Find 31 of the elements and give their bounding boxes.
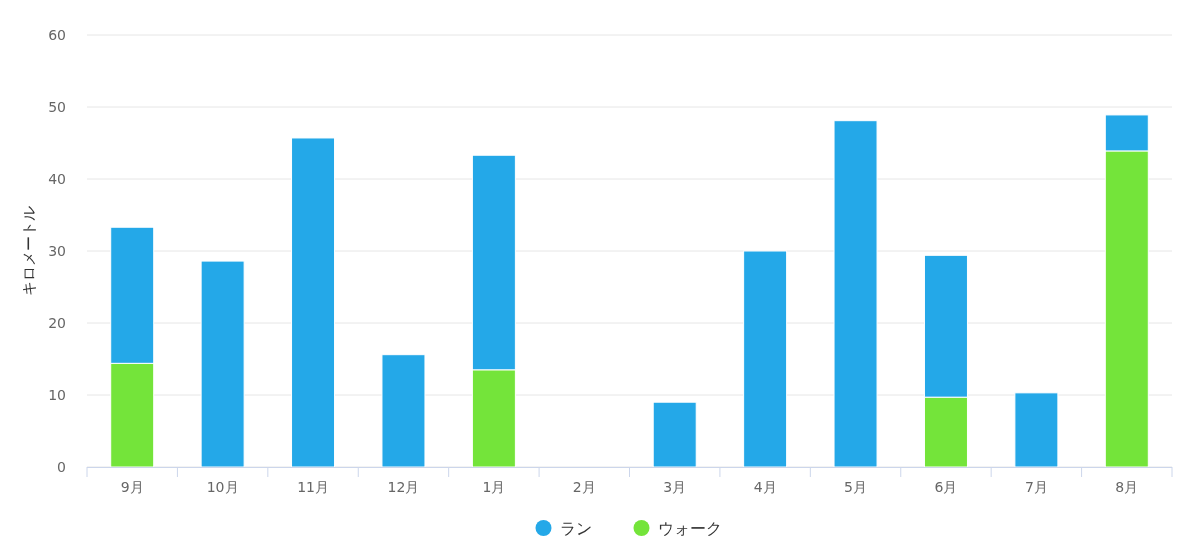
x-tick-label: 12月	[387, 479, 420, 495]
y-tick-label: 30	[48, 243, 66, 259]
x-tick-label: 11月	[297, 479, 329, 495]
y-tick-label: 40	[48, 171, 66, 187]
x-tick-label: 7月	[1024, 479, 1048, 495]
legend-label: ウォーク	[657, 519, 722, 538]
y-tick-label: 20	[48, 315, 66, 331]
x-tick-label: 5月	[844, 479, 867, 495]
y-tick-label: 60	[48, 27, 66, 43]
y-axis-title: キロメートル	[20, 206, 38, 296]
x-tick-label: 4月	[753, 479, 777, 495]
bar	[652, 401, 697, 468]
legend-item: ラン	[535, 519, 592, 538]
x-tick-label: 10月	[206, 479, 239, 495]
x-tick-label: 3月	[663, 479, 687, 495]
y-tick-label: 10	[48, 387, 66, 403]
bar	[291, 137, 336, 468]
bar	[1014, 392, 1059, 468]
bar	[200, 260, 245, 468]
x-tick-label: 8月	[1115, 479, 1139, 495]
y-tick-label: 50	[48, 99, 66, 115]
x-tick-label: 6月	[934, 479, 958, 495]
x-tick-label: 2月	[572, 479, 596, 495]
x-tick-label: 9月	[120, 479, 144, 495]
legend-label: ラン	[559, 519, 592, 538]
bar	[743, 250, 788, 468]
x-tick-label: 1月	[482, 479, 506, 495]
legend-item: ウォーク	[633, 519, 722, 538]
y-tick-label: 0	[57, 459, 66, 475]
bar	[381, 354, 426, 468]
bar	[833, 120, 878, 468]
